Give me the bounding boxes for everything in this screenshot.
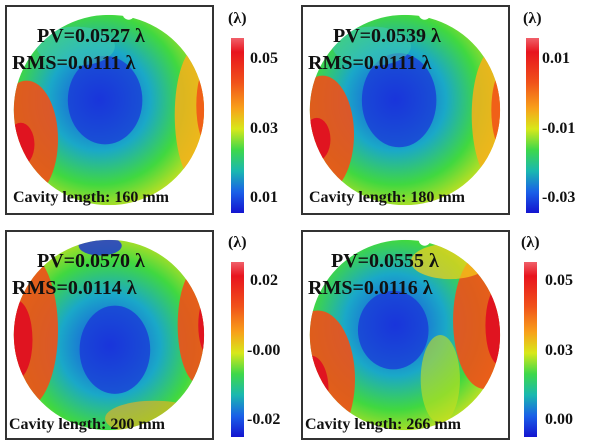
colorbar-tick: 0.03 <box>250 120 278 137</box>
rms-value: RMS=0.0114 λ <box>12 277 137 299</box>
colorbar-unit: (λ) <box>523 10 542 27</box>
wavefront-map <box>309 7 504 206</box>
wavefront-map <box>13 7 208 206</box>
colorbar <box>231 38 244 213</box>
panel-200mm: PV=0.0570 λ RMS=0.0114 λ Cavity length: … <box>0 222 295 444</box>
pv-value: PV=0.0555 λ <box>331 250 439 272</box>
panel-180mm: PV=0.0539 λ RMS=0.0111 λ Cavity length: … <box>295 0 590 222</box>
pv-value: PV=0.0570 λ <box>37 250 145 272</box>
panel-160mm: PV=0.0527 λ RMS=0.0111 λ Cavity length: … <box>0 0 295 222</box>
colorbar <box>526 38 539 213</box>
rms-value: RMS=0.0111 λ <box>12 52 136 74</box>
colorbar <box>231 262 244 437</box>
cavity-length-label: Cavity length: 160 mm <box>13 189 169 206</box>
colorbar-tick: 0.01 <box>542 50 570 67</box>
colorbar-tick: 0.00 <box>545 411 573 428</box>
pv-value: PV=0.0539 λ <box>333 25 441 47</box>
map-frame: PV=0.0555 λ RMS=0.0116 λ Cavity length: … <box>301 230 510 440</box>
cavity-length-label: Cavity length: 266 mm <box>305 416 461 433</box>
pv-value: PV=0.0527 λ <box>37 25 145 47</box>
wavefront-map <box>309 233 501 431</box>
colorbar <box>524 262 537 437</box>
map-frame: PV=0.0570 λ RMS=0.0114 λ Cavity length: … <box>5 230 214 440</box>
colorbar-unit: (λ) <box>228 234 247 251</box>
map-frame: PV=0.0539 λ RMS=0.0111 λ Cavity length: … <box>301 5 510 215</box>
colorbar-tick: -0.01 <box>542 120 576 137</box>
colorbar-unit: (λ) <box>228 10 247 27</box>
colorbar-tick: 0.01 <box>250 189 278 206</box>
colorbar-tick: -0.02 <box>247 411 281 428</box>
colorbar-tick: 0.03 <box>545 342 573 359</box>
cavity-length-label: Cavity length: 180 mm <box>309 189 465 206</box>
colorbar-tick: 0.02 <box>250 272 278 289</box>
map-frame: PV=0.0527 λ RMS=0.0111 λ Cavity length: … <box>5 5 214 215</box>
rms-value: RMS=0.0116 λ <box>308 277 433 299</box>
cavity-length-label: Cavity length: 200 mm <box>9 416 165 433</box>
rms-value: RMS=0.0111 λ <box>308 52 432 74</box>
colorbar-tick: -0.00 <box>247 342 281 359</box>
colorbar-tick: -0.03 <box>542 189 576 206</box>
colorbar-unit: (λ) <box>521 234 540 251</box>
colorbar-tick: 0.05 <box>545 272 573 289</box>
panel-266mm: PV=0.0555 λ RMS=0.0116 λ Cavity length: … <box>295 222 590 444</box>
colorbar-tick: 0.05 <box>250 50 278 67</box>
wavefront-map <box>13 239 205 431</box>
